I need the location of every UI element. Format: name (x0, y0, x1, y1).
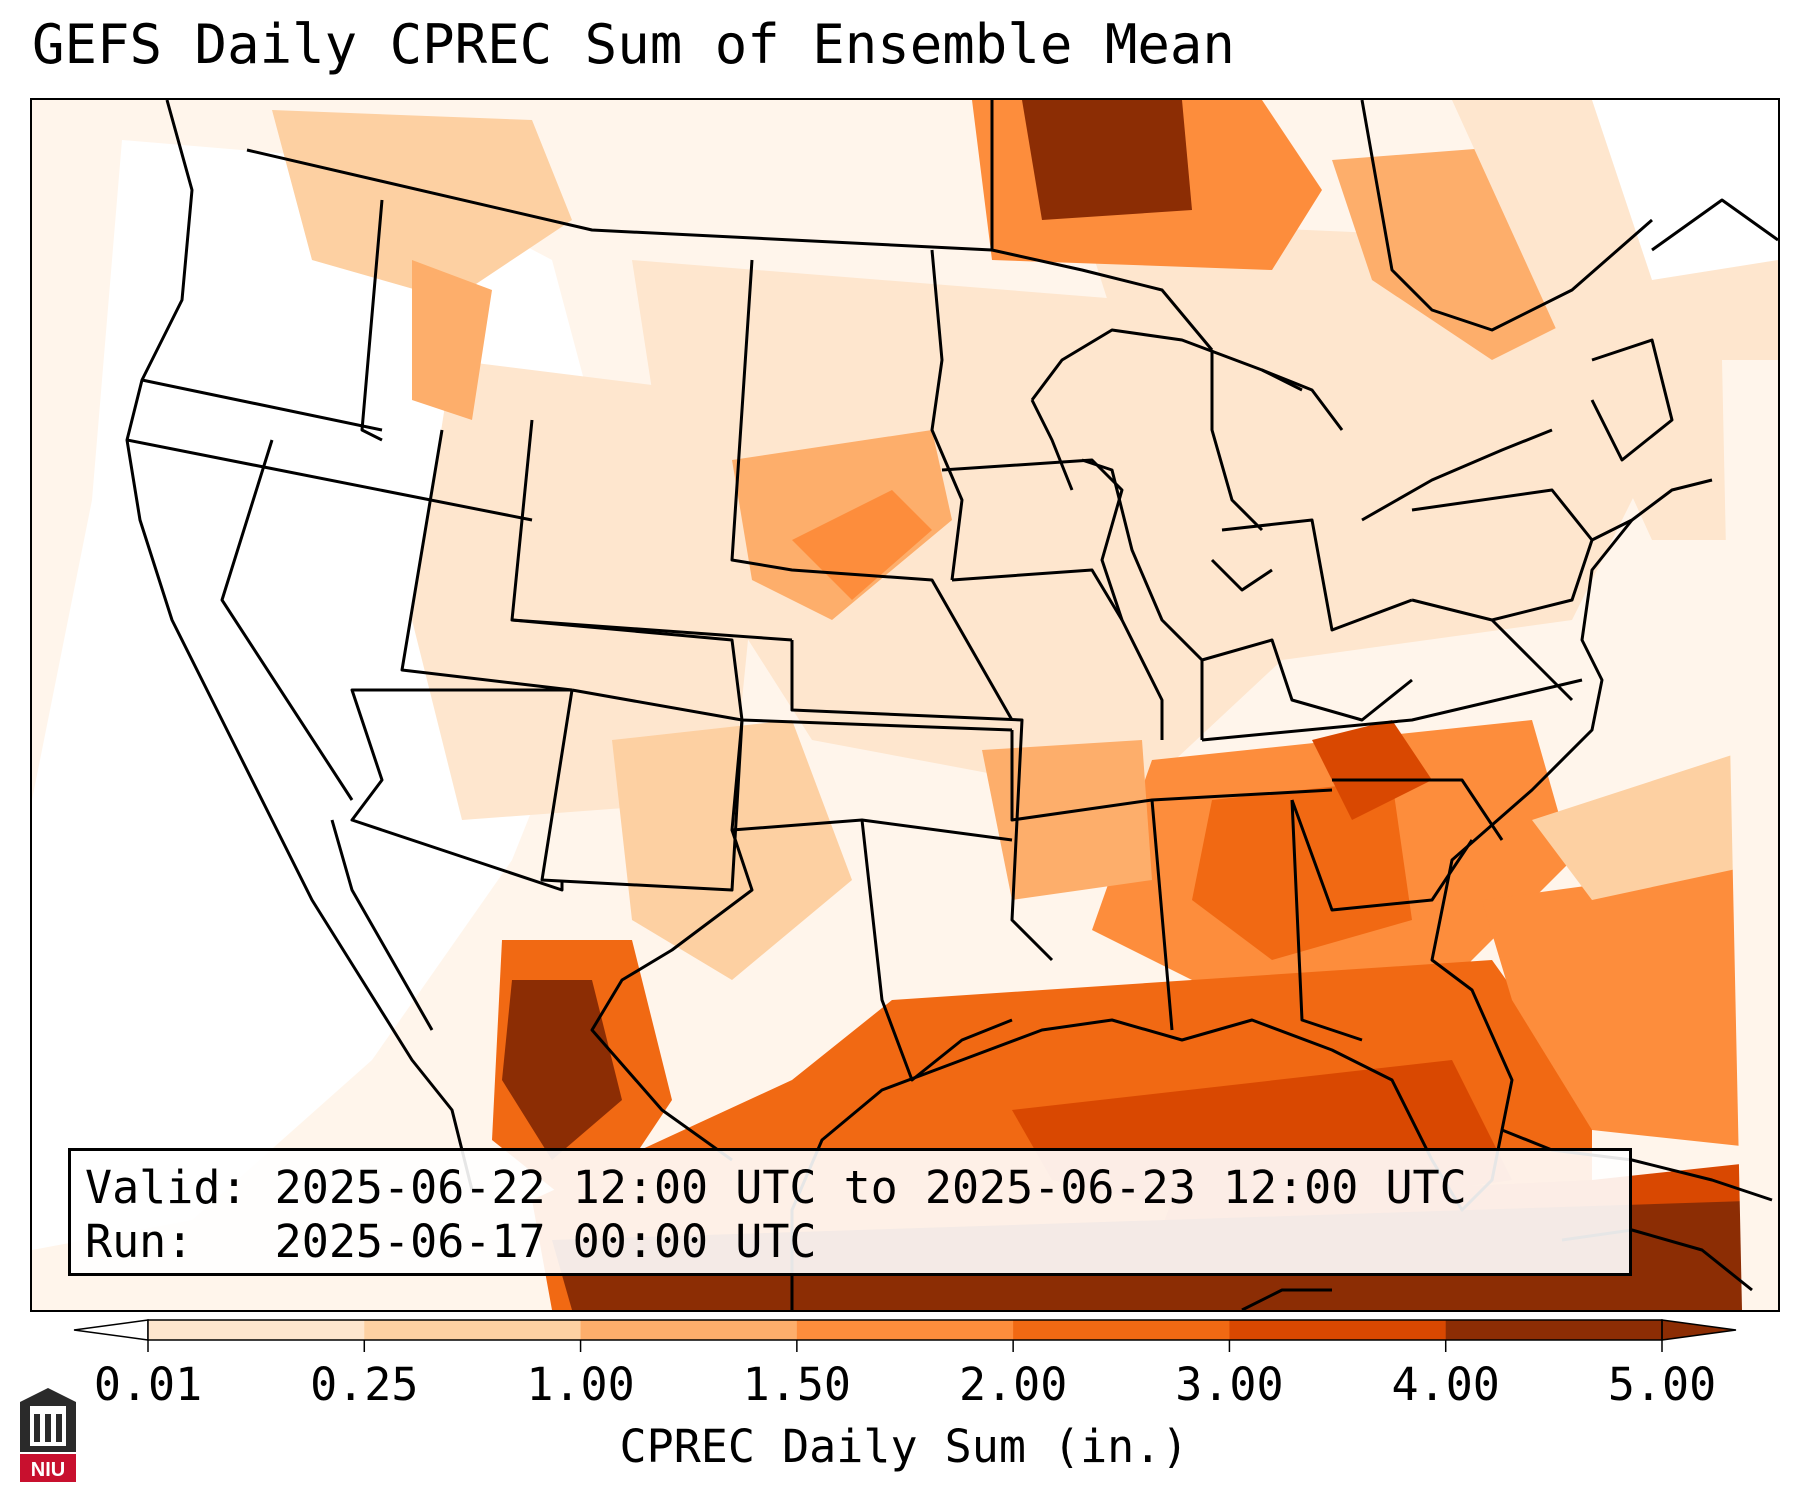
valid-label: Valid: (85, 1161, 248, 1214)
colorbar-segment (580, 1320, 798, 1340)
colorbar-outline (147, 1319, 1663, 1341)
colorbar-ticks (147, 1340, 1663, 1352)
colorbar-tick-label: 1.00 (526, 1358, 635, 1411)
colorbar-extend-max (1661, 1319, 1737, 1341)
colorbar-segment (1013, 1320, 1230, 1340)
colorbar-label: CPREC Daily Sum (in.) (619, 1420, 1189, 1473)
colorbar-segment (1445, 1320, 1663, 1340)
colorbar-segment (364, 1320, 582, 1340)
run-label: Run: (85, 1215, 194, 1268)
map-title: GEFS Daily CPREC Sum of Ensemble Mean (32, 13, 1235, 76)
run-time: 2025-06-17 00:00 UTC (274, 1215, 817, 1268)
colorbar-tick-label: 1.50 (742, 1358, 852, 1411)
niu-tower-logo-icon: NIU (20, 1388, 76, 1482)
colorbar-segment (148, 1320, 365, 1340)
colorbar-segment (1229, 1320, 1447, 1340)
colorbar-tick-label: 0.01 (93, 1358, 203, 1411)
precip-shading (32, 100, 1778, 1310)
colorbar-tick-label: 2.00 (958, 1358, 1068, 1411)
map-frame (30, 98, 1780, 1312)
colorbar-tick-label: 5.00 (1607, 1358, 1717, 1411)
valid-run-info-box: Valid: 2025-06-22 12:00 UTC to 2025-06-2… (68, 1148, 1632, 1276)
precip-map (32, 100, 1778, 1310)
colorbar-tick-label: 0.25 (310, 1358, 419, 1411)
colorbar (73, 1319, 1737, 1352)
colorbar-extend-min (73, 1319, 149, 1341)
colorbar-tick-label: 4.00 (1391, 1358, 1500, 1411)
logo-text: NIU (31, 1459, 65, 1481)
valid-time-range: 2025-06-22 12:00 UTC to 2025-06-23 12:00… (274, 1161, 1467, 1214)
colorbar-tick-label: 3.00 (1175, 1358, 1284, 1411)
colorbar-segment (796, 1320, 1014, 1340)
colorbar-segments (148, 1320, 1663, 1340)
state-boundaries (125, 100, 1778, 1191)
